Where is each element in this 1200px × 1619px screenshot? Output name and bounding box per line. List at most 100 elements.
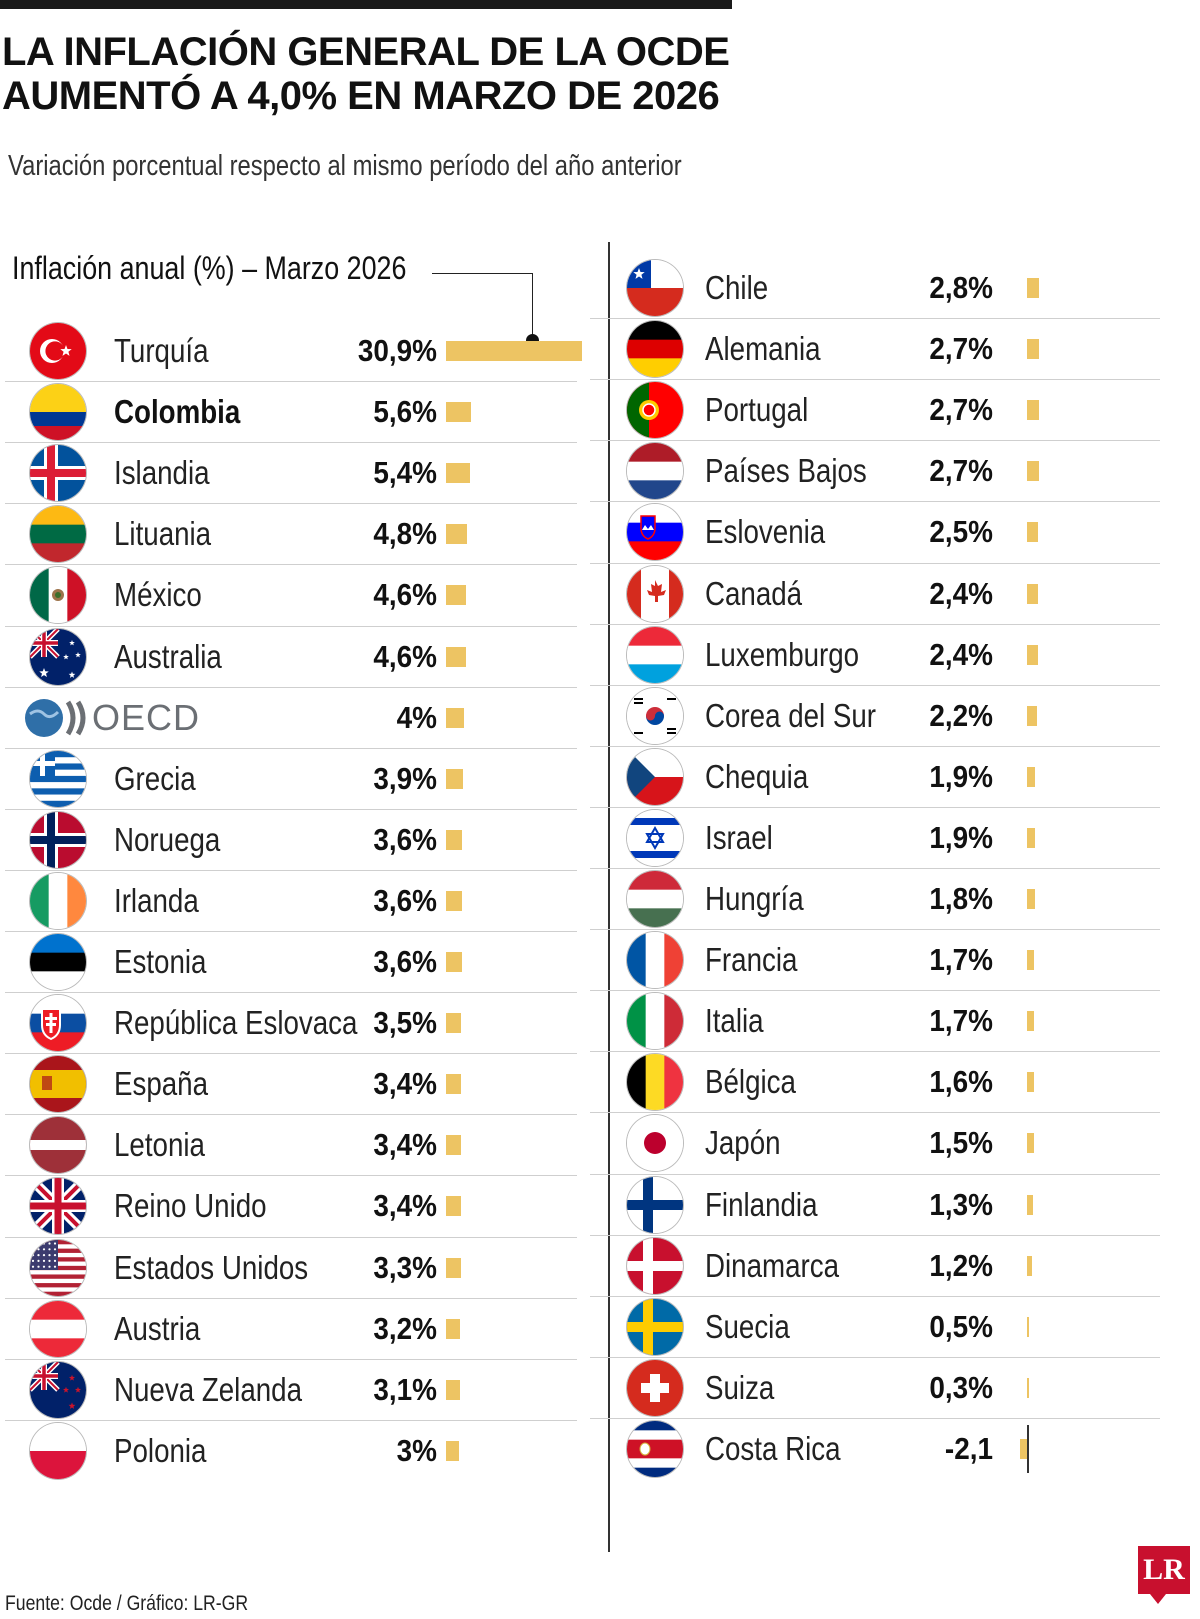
latvia-flag-icon	[30, 1117, 86, 1174]
country-name: Bélgica	[705, 1063, 796, 1101]
value-label: 2,5%	[929, 514, 993, 550]
bar-grecia	[446, 768, 464, 789]
bar-estados-unidos	[446, 1257, 461, 1278]
costa-rica-flag-icon	[627, 1420, 683, 1477]
top-rule	[0, 0, 732, 9]
bar-australia	[446, 646, 467, 667]
row-separator	[590, 684, 1160, 686]
iceland-flag-icon	[30, 445, 86, 502]
value-label: 3,6%	[373, 821, 437, 857]
poland-flag-icon	[30, 1422, 86, 1479]
bar-portugal	[1027, 400, 1039, 421]
value-label: 3%	[396, 1432, 437, 1468]
bar-islandia	[446, 463, 470, 484]
country-name: Lituania	[114, 515, 212, 553]
panel-label: Inflación anual (%) – Marzo 2026	[12, 250, 407, 286]
row-separator	[590, 440, 1160, 442]
germany-flag-icon	[627, 321, 683, 378]
row-separator	[590, 990, 1160, 992]
finland-flag-icon	[627, 1176, 683, 1233]
country-name: Luxemburgo	[705, 635, 860, 673]
bar-corea-del-sur	[1027, 705, 1037, 726]
bar-noruega	[446, 829, 462, 850]
south-korea-flag-icon	[627, 687, 683, 744]
australia-flag-icon	[30, 628, 86, 685]
country-name: Estonia	[114, 943, 207, 980]
column-divider	[608, 242, 610, 1552]
country-name: Italia	[705, 1002, 764, 1040]
chart-title: LA INFLACIÓN GENERAL DE LA OCDE AUMENTÓ …	[2, 30, 730, 118]
country-name: Canadá	[705, 574, 803, 612]
bar-canadá	[1027, 583, 1038, 604]
row-separator	[590, 1356, 1160, 1358]
country-name: México	[114, 576, 202, 614]
row-separator	[590, 623, 1160, 625]
row-separator	[5, 1358, 577, 1360]
value-label: 4,6%	[373, 638, 437, 674]
value-label: 2,7%	[929, 453, 993, 489]
value-label: 0,3%	[929, 1369, 993, 1405]
belgium-flag-icon	[627, 1054, 683, 1111]
row-separator	[5, 1297, 577, 1299]
country-name: Alemania	[705, 330, 821, 368]
value-label: 0,5%	[929, 1308, 993, 1344]
austria-flag-icon	[30, 1300, 86, 1357]
country-name: Finlandia	[705, 1185, 818, 1223]
row-separator	[590, 806, 1160, 808]
value-label: 1,7%	[929, 1003, 993, 1039]
denmark-flag-icon	[627, 1237, 683, 1294]
value-label: 3,4%	[373, 1127, 437, 1163]
bar-oecd	[446, 707, 464, 728]
country-name: Chile	[705, 269, 769, 306]
bar-turquía	[446, 341, 582, 361]
bar-finlandia	[1027, 1194, 1033, 1215]
bar-chile	[1027, 278, 1040, 298]
country-name: Japón	[705, 1124, 781, 1162]
country-name: Países Bajos	[705, 452, 867, 490]
france-flag-icon	[627, 932, 683, 989]
value-label: 2,4%	[929, 636, 993, 672]
bar-polonia	[446, 1440, 460, 1461]
zero-axis-line	[1027, 1424, 1029, 1473]
value-label: 3,2%	[373, 1310, 437, 1346]
row-separator	[5, 686, 577, 688]
leader-line-horizontal	[432, 273, 533, 274]
country-name: Suecia	[705, 1307, 790, 1345]
value-label: 1,8%	[929, 881, 993, 916]
row-separator	[590, 745, 1160, 747]
bar-bélgica	[1027, 1072, 1035, 1093]
hungary-flag-icon	[627, 871, 683, 927]
row-separator	[5, 869, 577, 871]
bar-alemania	[1027, 339, 1039, 360]
israel-flag-icon	[627, 809, 683, 866]
bar-eslovenia	[1027, 522, 1038, 543]
value-label: 2,7%	[929, 392, 993, 428]
colombia-flag-icon	[30, 384, 86, 441]
country-name: Turquía	[114, 332, 209, 369]
bar-luxemburgo	[1027, 644, 1038, 665]
bar-reino-unido	[446, 1196, 461, 1217]
usa-flag-icon	[30, 1239, 86, 1296]
row-separator	[5, 503, 577, 505]
italy-flag-icon	[627, 993, 683, 1050]
country-name: Costa Rica	[705, 1429, 841, 1467]
bar-austria	[446, 1318, 461, 1339]
bar-méxico	[446, 585, 467, 606]
country-name: Nueva Zelanda	[114, 1370, 303, 1408]
bar-lituania	[446, 524, 468, 545]
value-label: 1,2%	[929, 1247, 993, 1283]
bar-francia	[1027, 950, 1035, 971]
value-label: 3,4%	[373, 1066, 437, 1102]
netherlands-flag-icon	[627, 443, 683, 500]
row-separator	[5, 1419, 577, 1421]
country-name: Chequia	[705, 757, 809, 795]
country-name: Dinamarca	[705, 1246, 840, 1284]
row-separator	[5, 992, 577, 994]
country-name: Colombia	[114, 393, 241, 431]
japan-flag-icon	[627, 1115, 683, 1172]
bar-colombia	[446, 402, 471, 423]
country-name: Austria	[114, 1309, 201, 1347]
greece-flag-icon	[30, 750, 86, 807]
row-separator	[5, 1236, 577, 1238]
value-label: 2,7%	[929, 331, 993, 367]
